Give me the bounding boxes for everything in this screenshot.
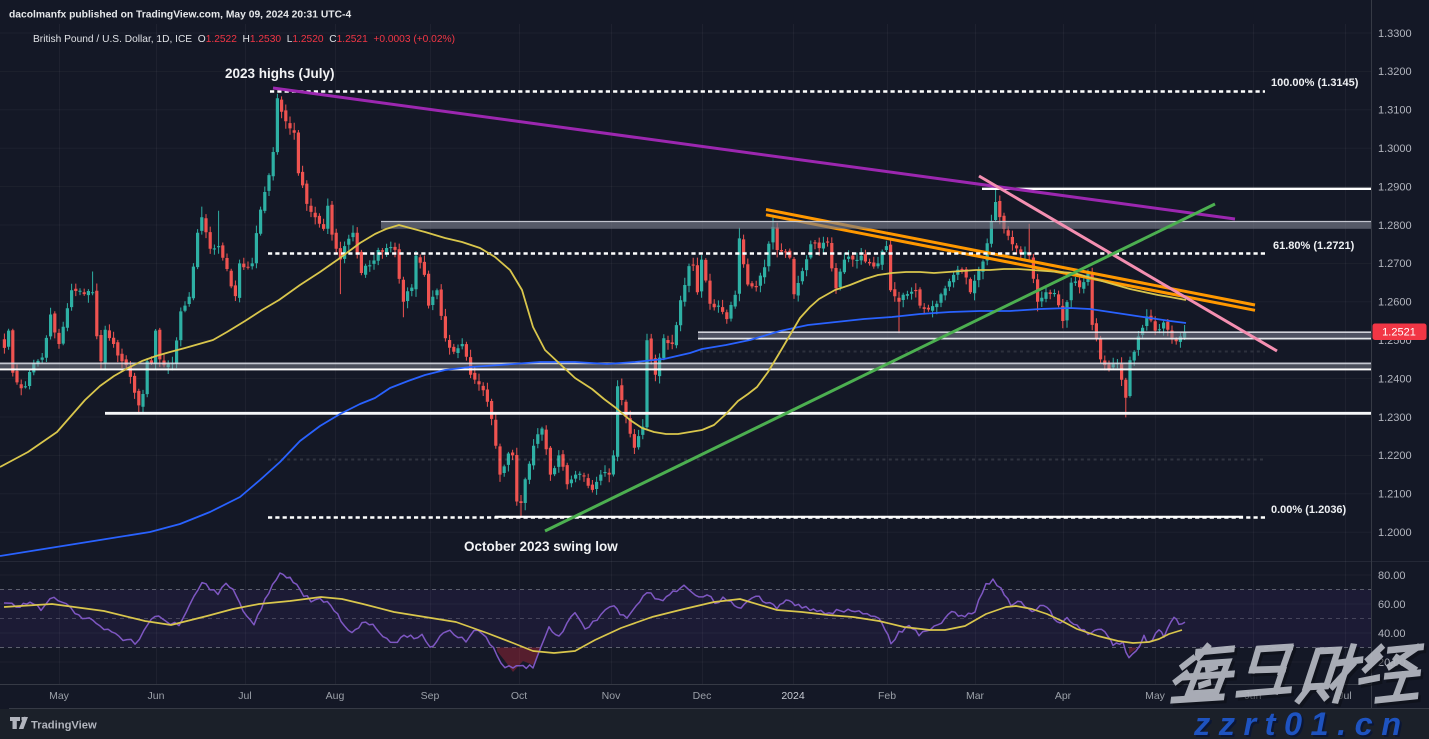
svg-text:Apr: Apr <box>1055 690 1072 702</box>
svg-text:Aug: Aug <box>326 690 345 702</box>
svg-text:0.00% (1.2036): 0.00% (1.2036) <box>1271 504 1347 516</box>
svg-text:zzrt01.cn: zzrt01.cn <box>1195 708 1412 739</box>
svg-text:Jul: Jul <box>238 690 251 702</box>
svg-text:1.3100: 1.3100 <box>1378 105 1412 117</box>
svg-text:1.2100: 1.2100 <box>1378 489 1412 501</box>
svg-text:Mar: Mar <box>966 690 985 702</box>
svg-text:1.3200: 1.3200 <box>1378 66 1412 78</box>
svg-text:Sep: Sep <box>421 690 440 702</box>
svg-text:1.2900: 1.2900 <box>1378 181 1412 193</box>
svg-text:Jun: Jun <box>148 690 165 702</box>
svg-text:1.2200: 1.2200 <box>1378 450 1412 462</box>
svg-text:TradingView: TradingView <box>31 720 97 732</box>
svg-text:80.00: 80.00 <box>1378 570 1406 582</box>
svg-text:Oct: Oct <box>511 690 527 702</box>
svg-text:1.2400: 1.2400 <box>1378 373 1412 385</box>
svg-text:1.2600: 1.2600 <box>1378 297 1412 309</box>
svg-text:Dec: Dec <box>693 690 712 702</box>
svg-text:Feb: Feb <box>878 690 896 702</box>
svg-text:2024: 2024 <box>781 690 805 702</box>
svg-text:1.2521: 1.2521 <box>1382 327 1416 339</box>
svg-text:60.00: 60.00 <box>1378 599 1406 611</box>
svg-text:1.3000: 1.3000 <box>1378 143 1412 155</box>
svg-text:1.2300: 1.2300 <box>1378 412 1412 424</box>
svg-text:May: May <box>49 690 70 702</box>
svg-text:dacolmanfx published on Tradin: dacolmanfx published on TradingView.com,… <box>9 10 351 21</box>
svg-text:May: May <box>1145 690 1166 702</box>
svg-text:100.00% (1.3145): 100.00% (1.3145) <box>1271 77 1359 89</box>
svg-text:zzrt01.cn: zzrt01.cn <box>1193 706 1410 739</box>
svg-text:1.2700: 1.2700 <box>1378 258 1412 270</box>
svg-text:40.00: 40.00 <box>1378 628 1406 640</box>
svg-text:61.80% (1.2721): 61.80% (1.2721) <box>1273 240 1355 252</box>
svg-text:1.3300: 1.3300 <box>1378 28 1412 40</box>
svg-text:Nov: Nov <box>602 690 621 702</box>
svg-text:1.2000: 1.2000 <box>1378 527 1412 539</box>
svg-text:2023 highs (July): 2023 highs (July) <box>225 66 335 81</box>
svg-text:1.2800: 1.2800 <box>1378 220 1412 232</box>
svg-text:British Pound / U.S. Dollar, 1: British Pound / U.S. Dollar, 1D, ICE O1.… <box>33 34 455 45</box>
svg-text:October 2023 swing low: October 2023 swing low <box>464 539 618 554</box>
